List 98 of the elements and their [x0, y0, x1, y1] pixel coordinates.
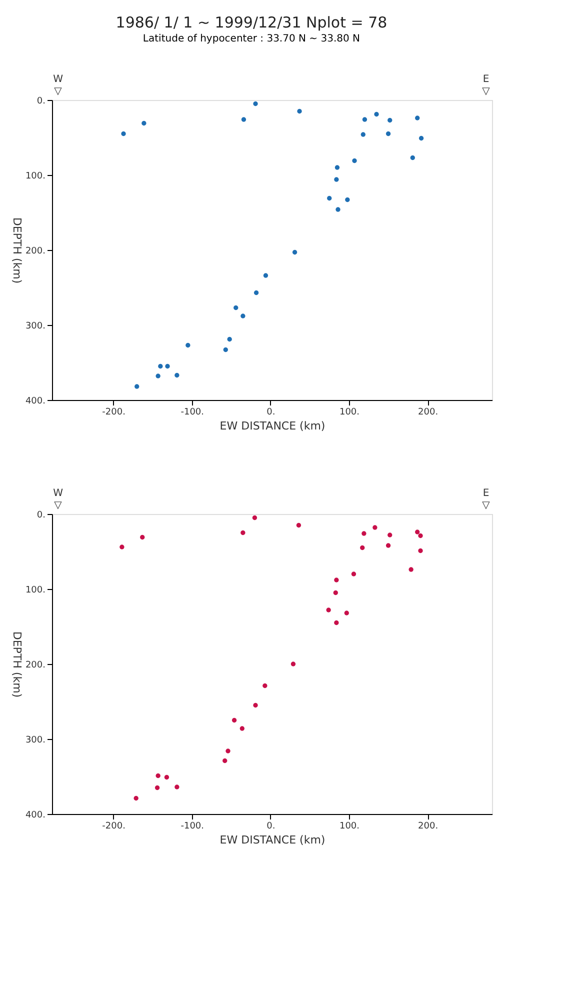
point: [186, 342, 190, 348]
point: [254, 290, 259, 296]
text: ▽: [54, 86, 62, 97]
point: [232, 718, 237, 723]
point: [374, 112, 379, 117]
text: ▽: [54, 500, 62, 511]
x-tick-label: 100.: [339, 408, 360, 418]
point: [121, 131, 126, 136]
point: [134, 384, 140, 389]
point: [344, 610, 349, 616]
point: [360, 545, 365, 550]
y-axis-title: DEPTH (km): [10, 217, 24, 284]
point: [334, 620, 339, 626]
point: [362, 531, 366, 536]
point: [234, 305, 238, 310]
y-tick-label: 400.: [25, 810, 46, 820]
y-tick-label: 0.: [36, 510, 46, 520]
x-axis-title: EW DISTANCE (km): [220, 834, 326, 846]
point: [240, 314, 246, 318]
x-tick-label: 200.: [418, 408, 438, 418]
point: [156, 374, 160, 378]
point: [263, 273, 268, 278]
x-tick-label: 100.: [339, 822, 360, 832]
x-axis-title: EW DISTANCE (km): [220, 420, 326, 432]
y-tick-label: 100.: [25, 586, 46, 596]
point: [415, 116, 420, 120]
text: ▽: [482, 86, 490, 97]
point: [297, 108, 302, 114]
x-tick-label: 0.: [266, 408, 276, 418]
point: [296, 522, 302, 528]
point: [362, 117, 368, 122]
point: [386, 131, 391, 136]
point: [226, 748, 230, 754]
point: [326, 608, 331, 612]
point: [253, 702, 258, 708]
text: ▽: [482, 500, 490, 511]
x-tick-label: -200.: [102, 408, 126, 418]
point: [327, 196, 332, 201]
point: [410, 155, 415, 160]
y-tick-label: 400.: [25, 396, 46, 406]
text: W: [53, 74, 64, 85]
point: [360, 132, 366, 137]
point: [262, 683, 268, 688]
point: [142, 120, 146, 126]
point: [388, 532, 392, 538]
text: W: [53, 488, 64, 499]
point: [334, 177, 339, 182]
point: [418, 533, 423, 538]
point: [372, 525, 378, 530]
point: [174, 372, 180, 378]
y-tick-label: 100.: [25, 172, 46, 182]
point: [241, 117, 246, 122]
point: [227, 336, 232, 342]
point: [120, 544, 124, 550]
point: [240, 726, 244, 731]
chart-subtitle: Latitude of hypocenter : 33.70 N ~ 33.80 N: [142, 34, 360, 44]
point: [222, 758, 228, 764]
point: [386, 543, 391, 548]
x-tick-label: -100.: [180, 822, 204, 832]
point: [388, 118, 392, 123]
point: [408, 567, 414, 572]
x-tick-label: 200.: [418, 822, 438, 832]
x-tick-label: -100.: [180, 408, 204, 418]
point: [154, 785, 160, 790]
point: [223, 347, 228, 352]
point: [352, 158, 357, 164]
text: E: [482, 74, 490, 85]
point: [292, 250, 298, 255]
y-tick-label: 300.: [25, 322, 46, 332]
point: [334, 578, 339, 582]
point: [290, 662, 296, 666]
point: [351, 572, 356, 576]
y-tick-label: 0.: [36, 96, 46, 106]
point: [158, 364, 163, 369]
x-tick-label: -200.: [102, 822, 126, 832]
point: [240, 530, 246, 536]
y-tick-label: 300.: [25, 736, 46, 746]
point: [334, 165, 340, 170]
point: [134, 796, 138, 801]
point: [165, 364, 170, 369]
point: [418, 136, 424, 141]
x-tick-label: 0.: [266, 822, 276, 832]
point: [164, 774, 170, 780]
chart-title: 1986/ 1/ 1 ~ 1999/12/31 Nplot = 78: [116, 14, 388, 32]
point: [336, 207, 340, 212]
point: [156, 773, 160, 778]
y-tick-label: 200.: [25, 660, 46, 670]
point: [333, 590, 338, 596]
point: [418, 548, 423, 554]
y-axis-title: DEPTH (km): [10, 631, 24, 698]
point: [253, 101, 258, 106]
y-tick-label: 200.: [25, 246, 46, 256]
point: [415, 530, 420, 534]
point: [252, 515, 258, 520]
text: E: [482, 488, 490, 499]
point: [140, 534, 145, 540]
point: [345, 197, 350, 202]
point: [174, 784, 180, 790]
